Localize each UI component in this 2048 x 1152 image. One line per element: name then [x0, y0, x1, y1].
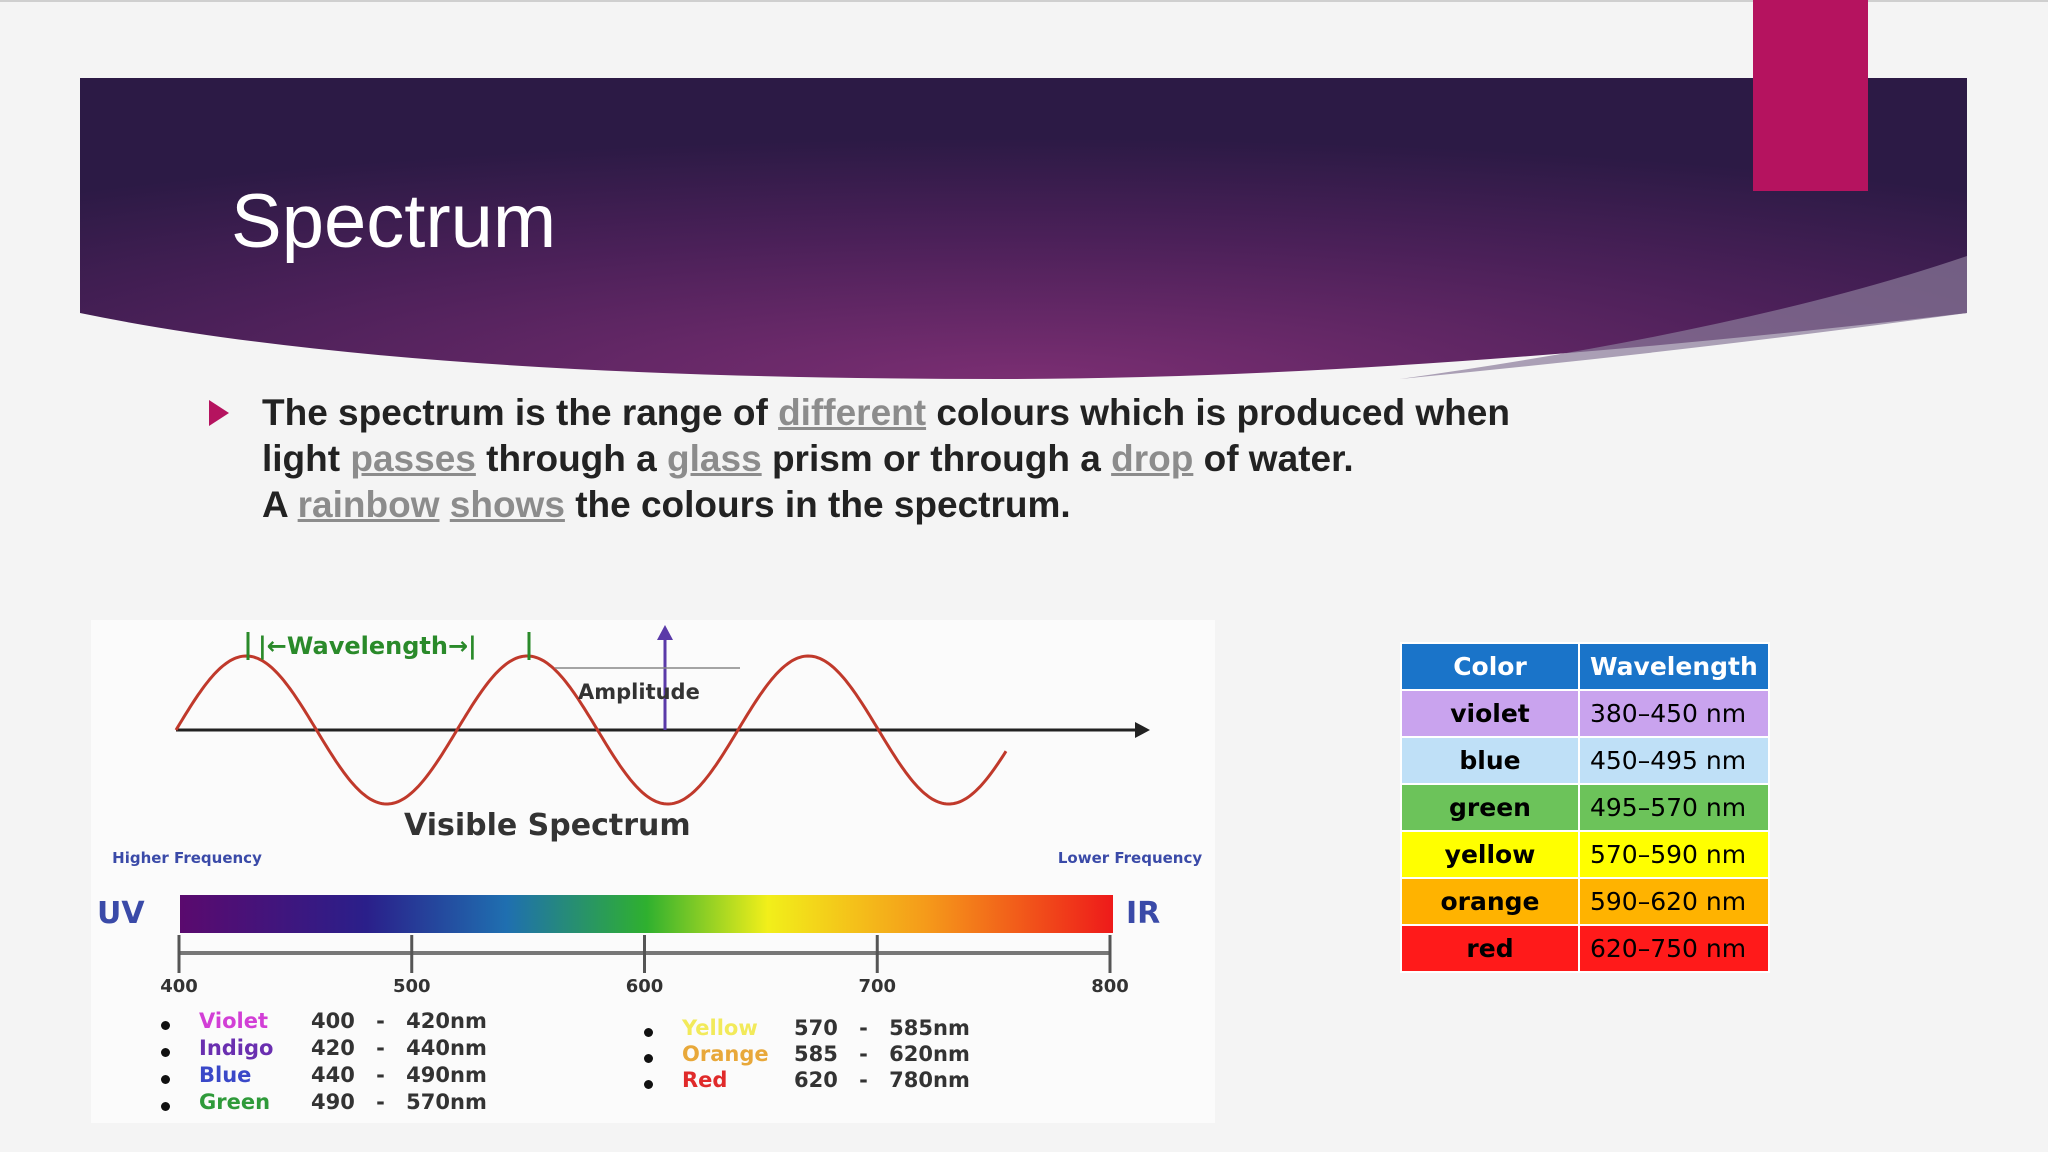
table-header-cell: Wavelength — [1578, 642, 1770, 691]
table-header-row: Color Wavelength — [1400, 642, 1770, 691]
tick-label: 400 — [160, 976, 198, 997]
text-segment: colours which is produced when — [936, 392, 1510, 433]
slide-title: Spectrum — [231, 179, 557, 264]
list-bullet — [161, 1048, 170, 1057]
bullet-line: The spectrum is the range of different c… — [262, 390, 1510, 436]
wavelength-cell: 570–590 nm — [1578, 830, 1770, 879]
diagram-panel — [91, 620, 1215, 1123]
list-bullet — [644, 1054, 653, 1063]
link-word: passes — [350, 438, 476, 479]
link-word: shows — [449, 484, 565, 525]
text-segment: prism or through a — [771, 438, 1101, 479]
text-segment: the range of — [556, 392, 768, 433]
lower-frequency-label: Lower Frequency — [1057, 849, 1203, 867]
list-range: 585 - 620nm — [794, 1042, 970, 1066]
list-range: 620 - 780nm — [794, 1068, 970, 1092]
list-color-name: Orange — [682, 1042, 769, 1066]
color-cell: blue — [1400, 736, 1580, 785]
list-color-name: Blue — [199, 1063, 252, 1087]
list-color-name: Yellow — [682, 1016, 758, 1040]
table-row: orange 590–620 nm — [1400, 877, 1770, 926]
color-cell: yellow — [1400, 830, 1580, 879]
list-color-name: Green — [199, 1090, 271, 1114]
uv-label: UV — [97, 896, 145, 931]
wavelength-cell: 620–750 nm — [1578, 924, 1770, 973]
wavelength-label: |←Wavelength→| — [258, 632, 477, 660]
accent-tab — [1753, 0, 1868, 191]
list-bullet — [161, 1102, 170, 1111]
wavelength-table: Color Wavelength violet 380–450 nm blue 450–… — [1400, 642, 1770, 973]
wave — [174, 654, 1008, 806]
list-bullet — [161, 1021, 170, 1030]
list-color-name: Red — [682, 1068, 728, 1092]
spectrum-bar — [180, 895, 1113, 933]
link-word: drop — [1111, 438, 1194, 479]
table-row: blue 450–495 nm — [1400, 736, 1770, 785]
table-row: green 495–570 nm — [1400, 783, 1770, 832]
table-row: red 620–750 nm — [1400, 924, 1770, 973]
color-cell: violet — [1400, 689, 1580, 738]
text-segment: is — [514, 392, 546, 433]
bullet-line: light passes through a glass prism or th… — [262, 436, 1510, 482]
list-range: 490 - 570nm — [311, 1090, 487, 1114]
text-segment: through a — [486, 438, 657, 479]
list-range: 440 - 490nm — [311, 1063, 487, 1087]
wavelength-cell: 450–495 nm — [1578, 736, 1770, 785]
wavelength-cell: 590–620 nm — [1578, 877, 1770, 926]
axis-arrow — [1135, 722, 1150, 738]
link-word: different — [778, 392, 927, 433]
link-word: rainbow — [297, 484, 440, 525]
header-swoosh — [1400, 256, 1967, 379]
list-bullet — [644, 1080, 653, 1089]
amplitude-label: Amplitude — [578, 680, 700, 704]
list-bullet — [644, 1028, 653, 1037]
bullet-text: The spectrum is the range of different c… — [262, 390, 1510, 528]
table-header-cell: Color — [1400, 642, 1580, 691]
diagram — [174, 625, 1150, 973]
tick-label: 700 — [858, 976, 897, 997]
tick-label: 800 — [1091, 976, 1129, 997]
color-cell: green — [1400, 783, 1580, 832]
text-segment: light — [262, 438, 341, 479]
ir-label: IR — [1126, 896, 1161, 931]
diagram-title: Visible Spectrum — [404, 808, 691, 843]
wavelength-cell: 380–450 nm — [1578, 689, 1770, 738]
wavelength-cell: 495–570 nm — [1578, 783, 1770, 832]
color-cell: red — [1400, 924, 1580, 973]
amplitude-arrowhead — [657, 625, 673, 640]
text-segment: the colours in the spectrum. — [575, 484, 1071, 525]
table-row: yellow 570–590 nm — [1400, 830, 1770, 879]
bullet-line: A rainbow shows the colours in the spect… — [262, 482, 1510, 528]
list-range: 420 - 440nm — [311, 1036, 487, 1060]
tick-label: 500 — [392, 976, 431, 997]
table-row: violet 380–450 nm — [1400, 689, 1770, 738]
list-range: 400 - 420nm — [311, 1009, 487, 1033]
bullet-marker — [209, 400, 229, 426]
list-color-name: Violet — [199, 1009, 268, 1033]
header-band — [80, 78, 1967, 379]
list-color-name: Indigo — [199, 1036, 274, 1060]
text-segment: The spectrum — [262, 392, 505, 433]
text-segment: A — [262, 484, 288, 525]
tick-label: 600 — [625, 976, 664, 997]
color-cell: orange — [1400, 877, 1580, 926]
link-word: glass — [667, 438, 762, 479]
list-range: 570 - 585nm — [794, 1016, 970, 1040]
text-segment: of water. — [1203, 438, 1354, 479]
list-bullet — [161, 1075, 170, 1084]
higher-frequency-label: Higher Frequency — [112, 849, 262, 867]
